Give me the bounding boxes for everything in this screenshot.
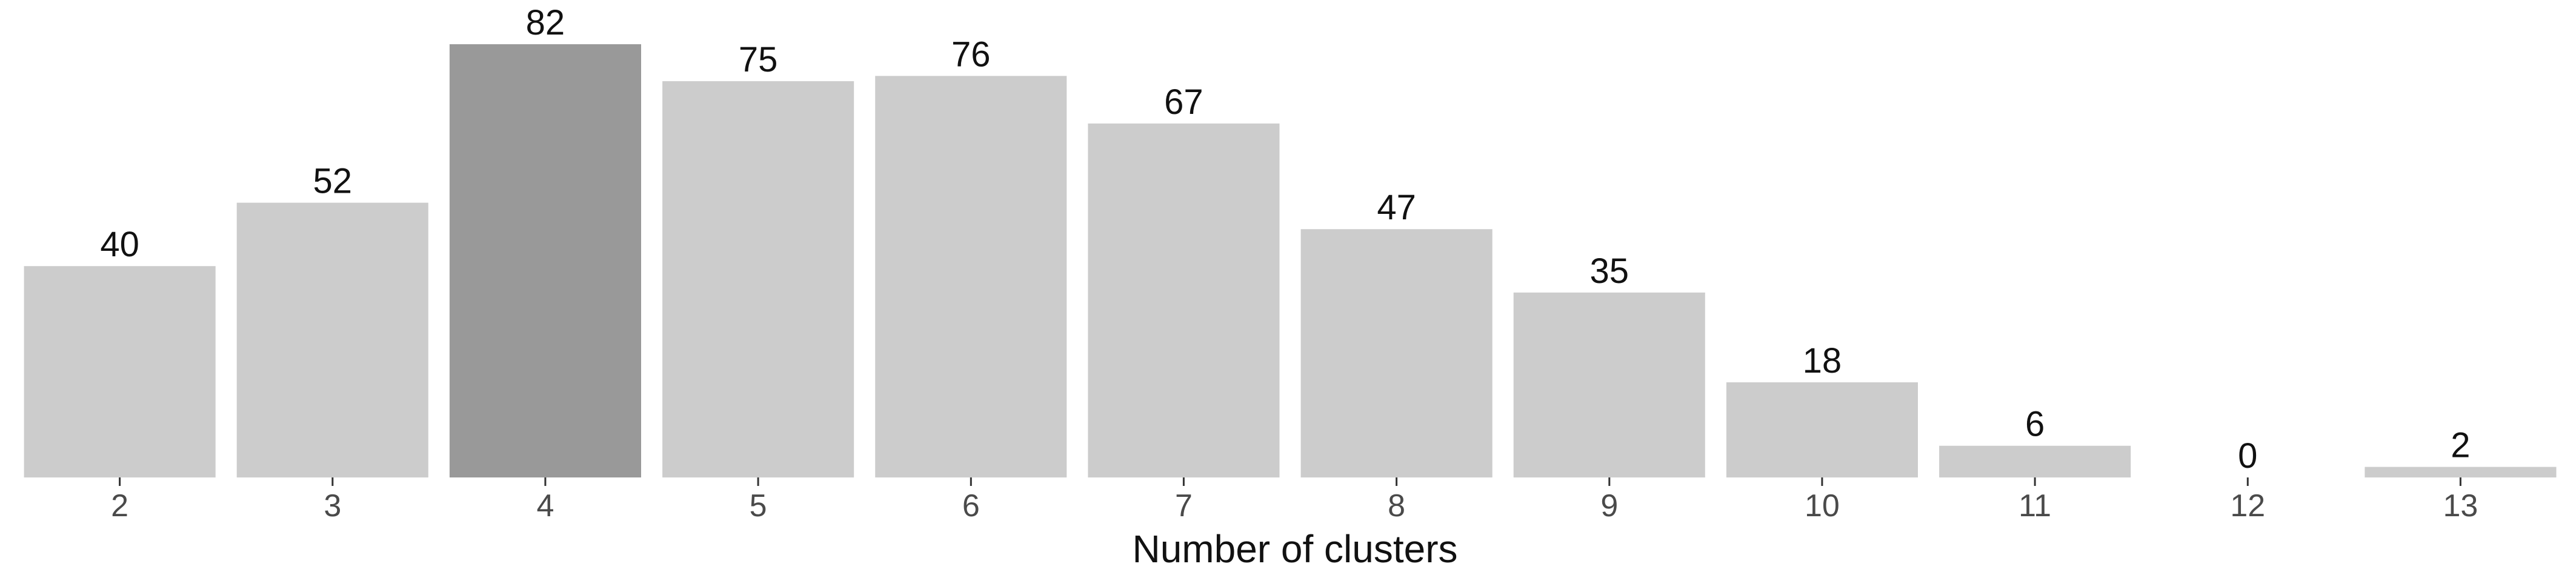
bar-11 [1939,445,2131,477]
x-axis-title: Number of clusters [1132,527,1457,571]
bar-value-label-8: 47 [1377,188,1416,227]
x-tick-label-4: 4 [536,488,554,523]
bar-8 [1300,229,1493,477]
x-tick-label-10: 10 [1805,488,1840,523]
bar-value-label-9: 35 [1590,251,1629,291]
bar-value-label-10: 18 [1803,341,1842,381]
bar-2 [24,266,216,477]
x-tick-label-12: 12 [2230,488,2265,523]
bar-value-label-6: 76 [951,35,991,74]
bar-value-label-5: 75 [739,40,778,79]
bar-6 [875,76,1067,478]
x-tick-label-9: 9 [1600,488,1618,523]
bar-5 [662,81,854,477]
bar-3 [236,202,428,477]
x-tick-label-2: 2 [111,488,128,523]
bar-13 [2365,467,2557,477]
x-tick-label-7: 7 [1175,488,1193,523]
bar-value-label-4: 82 [526,3,565,42]
bar-value-label-13: 2 [2451,426,2470,465]
bar-value-label-11: 6 [2025,405,2045,444]
bar-4 [449,44,641,477]
x-axis-ticks: 2 3 4 5 6 7 8 9 10 11 12 13 [111,477,2478,523]
bars-layer [24,44,2557,478]
bar-10 [1726,382,1918,477]
bar-value-label-7: 67 [1164,82,1203,122]
bar-value-label-3: 52 [313,162,353,201]
bar-7 [1088,123,1280,478]
x-tick-label-6: 6 [962,488,980,523]
data-labels: 40 52 82 75 76 67 47 35 18 6 0 2 [100,3,2470,476]
x-tick-label-11: 11 [2019,488,2051,523]
x-tick-label-3: 3 [324,488,341,523]
bar-9 [1513,292,1705,477]
x-tick-label-13: 13 [2443,488,2478,523]
bar-value-label-2: 40 [100,225,139,264]
x-tick-label-8: 8 [1388,488,1405,523]
x-tick-label-5: 5 [750,488,767,523]
bar-value-label-12: 0 [2238,436,2257,476]
